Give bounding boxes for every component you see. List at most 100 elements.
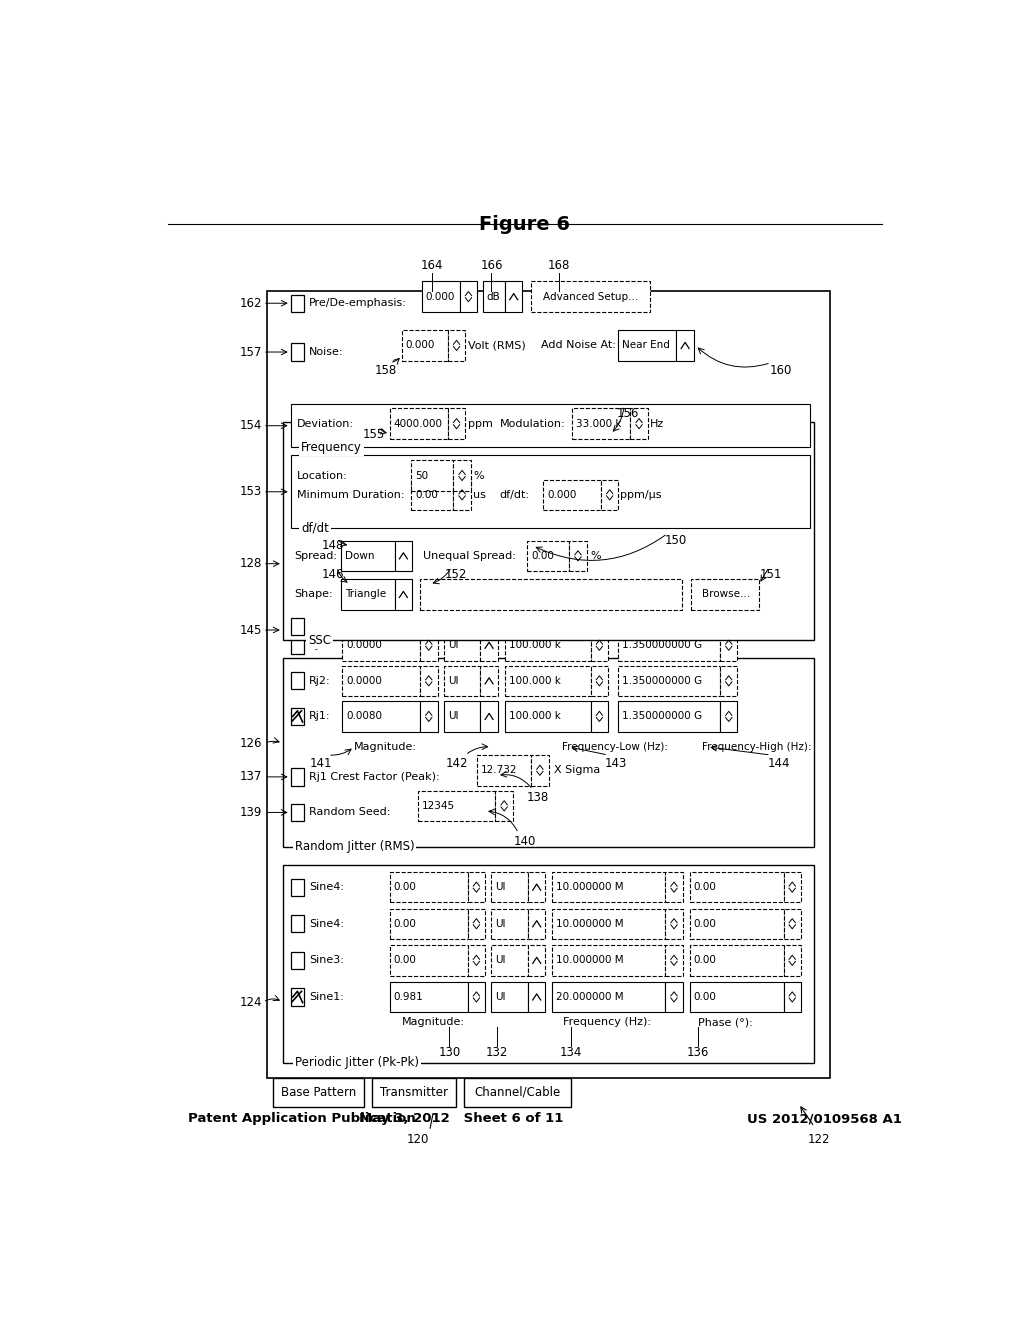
Text: 0.00: 0.00 (694, 919, 717, 929)
Text: 124: 124 (240, 995, 262, 1008)
Text: 1.350000000 G: 1.350000000 G (623, 711, 702, 722)
Text: 1.350000000 G: 1.350000000 G (623, 640, 702, 651)
Text: 145: 145 (240, 623, 262, 636)
Bar (552, 908, 666, 939)
Text: 33.000 k: 33.000 k (577, 418, 622, 429)
Text: %: % (590, 550, 600, 561)
Text: Add Noise At:: Add Noise At: (541, 341, 615, 350)
Text: us: us (473, 490, 486, 500)
Bar (572, 408, 631, 440)
Bar (666, 873, 683, 903)
Text: 134: 134 (560, 1047, 582, 1060)
Text: 140: 140 (514, 836, 536, 847)
Text: Random Seed:: Random Seed: (309, 808, 390, 817)
Text: 1.350000000 G: 1.350000000 G (623, 676, 702, 686)
Bar (677, 330, 694, 360)
Text: 0.000: 0.000 (547, 490, 577, 500)
Bar (420, 579, 682, 610)
Text: 0.0000: 0.0000 (346, 640, 382, 651)
Bar (591, 665, 608, 696)
Text: 150: 150 (665, 535, 687, 546)
Text: Near End: Near End (623, 341, 671, 350)
Bar (420, 630, 437, 660)
Bar (420, 701, 437, 731)
Bar (468, 873, 485, 903)
Text: 0.00: 0.00 (394, 919, 417, 929)
Text: Periodic Jitter (Pk-Pk): Periodic Jitter (Pk-Pk) (295, 1056, 419, 1069)
Text: 0.000: 0.000 (426, 292, 455, 302)
Text: 160: 160 (770, 364, 793, 378)
Text: Noise:: Noise: (309, 347, 343, 356)
Text: Channel/Cable: Channel/Cable (474, 1086, 560, 1100)
Text: 155: 155 (362, 429, 385, 441)
Bar (783, 908, 801, 939)
Text: Sine4:: Sine4: (309, 919, 344, 929)
Bar (601, 479, 618, 510)
Bar (528, 873, 546, 903)
Text: 132: 132 (485, 1047, 508, 1060)
Bar (591, 630, 608, 660)
Text: 10.000000 M: 10.000000 M (556, 882, 624, 892)
Text: 0.00: 0.00 (531, 550, 554, 561)
Text: 50: 50 (416, 470, 428, 480)
Text: 0.00: 0.00 (694, 991, 717, 1002)
Bar (528, 908, 546, 939)
Text: Rj2:: Rj2: (309, 676, 331, 686)
Bar (291, 343, 304, 360)
Text: 20.000000 M: 20.000000 M (556, 991, 624, 1002)
Bar (291, 915, 304, 932)
Text: 4000.000: 4000.000 (394, 418, 442, 429)
Bar (480, 630, 498, 660)
Bar (291, 636, 304, 653)
Bar (591, 701, 608, 731)
Bar (418, 791, 496, 821)
Bar (283, 865, 814, 1063)
Bar (618, 701, 720, 731)
Text: Frequency: Frequency (301, 441, 361, 454)
Bar (492, 945, 528, 975)
Bar (283, 659, 814, 846)
Bar (291, 708, 304, 725)
Bar (291, 672, 304, 689)
Text: US 2012/0109568 A1: US 2012/0109568 A1 (748, 1113, 902, 1126)
Text: 10.000000 M: 10.000000 M (556, 919, 624, 929)
Bar (666, 982, 683, 1012)
Bar (373, 1078, 456, 1106)
Bar (468, 982, 485, 1012)
Text: Magnitude:: Magnitude: (354, 742, 417, 752)
Text: Rj1:: Rj1: (309, 711, 331, 722)
Text: Rj1 Crest Factor (Peak):: Rj1 Crest Factor (Peak): (309, 772, 439, 781)
Bar (492, 982, 528, 1012)
Text: 12.732: 12.732 (481, 766, 518, 775)
Text: Patent Application Publication: Patent Application Publication (187, 1113, 416, 1126)
Text: Sine4:: Sine4: (309, 882, 344, 892)
Bar (552, 945, 666, 975)
Text: Pre/De-emphasis:: Pre/De-emphasis: (309, 298, 407, 309)
Text: 0.00: 0.00 (394, 956, 417, 965)
Text: Down: Down (345, 550, 374, 561)
Text: Sine1:: Sine1: (309, 991, 344, 1002)
Text: 139: 139 (240, 807, 262, 818)
Bar (477, 755, 531, 785)
Bar (468, 945, 485, 975)
Text: 162: 162 (240, 297, 262, 310)
Bar (412, 479, 454, 510)
Bar (492, 908, 528, 939)
Bar (720, 630, 737, 660)
Text: 120: 120 (407, 1133, 429, 1146)
Text: 152: 152 (444, 568, 467, 581)
Bar (454, 479, 471, 510)
Text: 126: 126 (240, 737, 262, 750)
Text: 0.00: 0.00 (694, 956, 717, 965)
Bar (505, 281, 522, 312)
Bar (531, 755, 549, 785)
Bar (443, 665, 480, 696)
Bar (342, 701, 420, 731)
Bar (528, 982, 546, 1012)
Text: 0.0000: 0.0000 (346, 676, 382, 686)
Bar (394, 541, 412, 572)
Text: Unequal Spread:: Unequal Spread: (423, 550, 516, 561)
Bar (618, 665, 720, 696)
Bar (291, 618, 304, 635)
Text: Phase (°):: Phase (°): (697, 1018, 753, 1027)
